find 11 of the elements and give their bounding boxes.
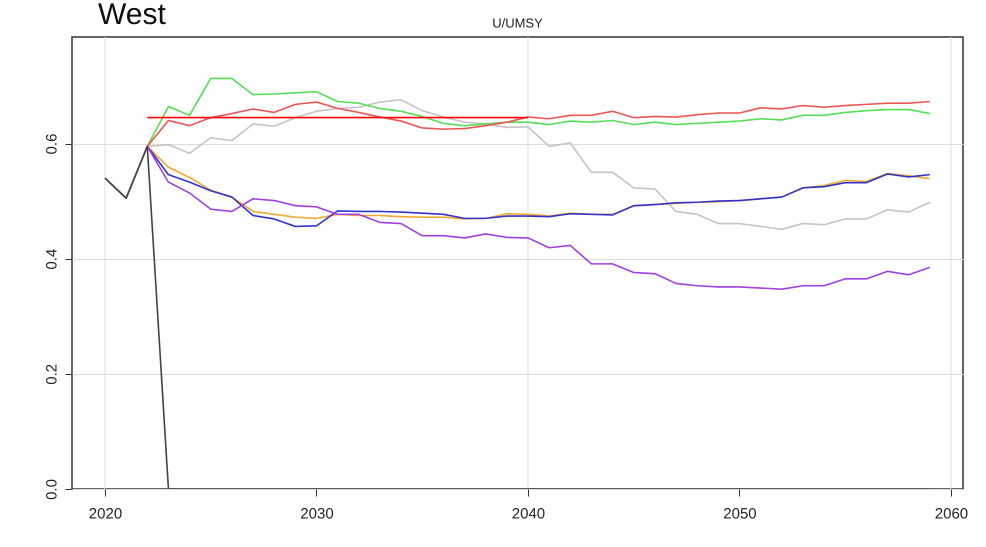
y-tick-label: 0.0 [44,479,60,500]
x-tick-label: 2050 [723,506,757,522]
x-tick-label: 2040 [512,506,546,522]
x-tick-label: 2060 [934,506,968,522]
y-tick-label: 0.4 [44,248,60,270]
y-tick-label: 0.6 [44,134,60,154]
x-tick-label: 2020 [88,506,122,522]
y-tick-label: 0.2 [44,364,60,385]
chart-title: West [98,0,166,32]
chart-subtitle: U/UMSY [492,16,544,30]
x-tick-label: 2030 [300,506,334,522]
